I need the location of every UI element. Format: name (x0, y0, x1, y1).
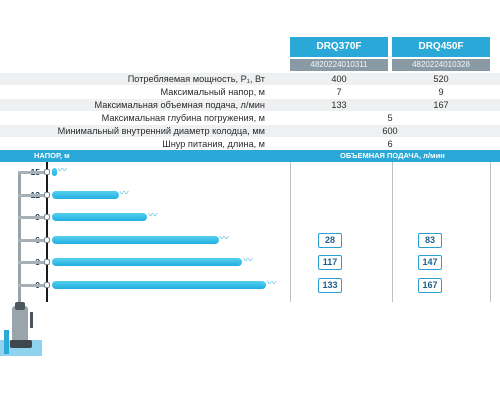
head-tick-pipe (18, 238, 48, 242)
head-tick-pipe (18, 171, 48, 174)
water-spray-icon: 〰 (219, 232, 229, 243)
pump-icon (0, 300, 42, 356)
spec-value-max-flow-drq370f: 133 (331, 100, 347, 110)
water-spray-icon: 〰 (57, 165, 67, 175)
spec-label-max-depth: Максимальная глубина погружения, м (101, 113, 265, 123)
chart-header-band (0, 150, 500, 162)
water-spray-icon: 〰 (119, 187, 129, 198)
spec-value-max-head-drq450f: 9 (438, 87, 444, 97)
valve-dot (44, 214, 50, 220)
column-divider-drq450f (392, 162, 393, 302)
spec-label-cord-length: Шнур питания, длина, м (162, 139, 265, 149)
column-divider-right (490, 162, 491, 302)
model-code-drq370f: 4820224010311 (290, 59, 388, 71)
water-jet (52, 213, 148, 221)
spec-value-max-depth: 5 (387, 113, 393, 123)
model-header-drq450f: DRQ450F (392, 37, 490, 57)
spec-label-max-flow: Максимальная объемная подача, л/мин (94, 100, 265, 110)
discharge-pipe (18, 174, 21, 302)
water-jet (52, 168, 57, 176)
head-tick-pipe (18, 193, 48, 197)
model-code-drq450f: 4820224010328 (392, 59, 490, 71)
model-header-drq370f: DRQ370F (290, 37, 388, 57)
head-axis-label: НАПОР, м (34, 151, 70, 160)
head-tick-pipe (18, 216, 48, 219)
water-spray-icon: 〰 (148, 210, 158, 220)
valve-dot (44, 191, 50, 198)
spec-label-power: Потребляемая мощность, P₁, Вт (127, 74, 265, 84)
flow-badge: 133 (318, 277, 342, 293)
spec-value-cord-length: 6 (387, 139, 393, 149)
spec-value-power-drq450f: 520 (433, 74, 449, 84)
valve-dot (44, 259, 50, 265)
valve-dot (44, 281, 50, 288)
spec-value-max-head-drq370f: 7 (336, 87, 342, 97)
column-divider-drq370f (290, 162, 291, 302)
spec-value-max-flow-drq450f: 167 (433, 100, 449, 110)
water-jet (52, 235, 219, 244)
head-tick-pipe (18, 283, 48, 287)
flow-badge: 167 (418, 277, 442, 293)
water-spray-icon: 〰 (267, 277, 277, 288)
spec-label-max-head: Максимальный напор, м (160, 87, 265, 97)
spec-row-max-flow (0, 99, 500, 111)
valve-dot (44, 169, 50, 175)
flow-badge: 28 (318, 232, 342, 248)
flow-axis-label: ОБЪЕМНАЯ ПОДАЧА, л/мин (340, 151, 445, 160)
flow-badge: 83 (418, 232, 442, 248)
water-spray-icon: 〰 (243, 255, 253, 265)
water-jet (52, 280, 267, 289)
spec-row-well-diameter (0, 125, 500, 137)
water-jet (52, 258, 243, 266)
valve-dot (44, 236, 50, 243)
spec-label-well-diameter: Минимальный внутренний диаметр колодца, … (57, 126, 265, 136)
head-axis-line (46, 162, 48, 302)
water-jet (52, 190, 119, 199)
spec-row-power (0, 73, 500, 85)
spec-value-well-diameter: 600 (382, 126, 398, 136)
spec-value-power-drq370f: 400 (331, 74, 347, 84)
flow-badge: 117 (318, 255, 342, 270)
flow-badge: 147 (418, 255, 442, 270)
head-tick-pipe (18, 261, 48, 264)
